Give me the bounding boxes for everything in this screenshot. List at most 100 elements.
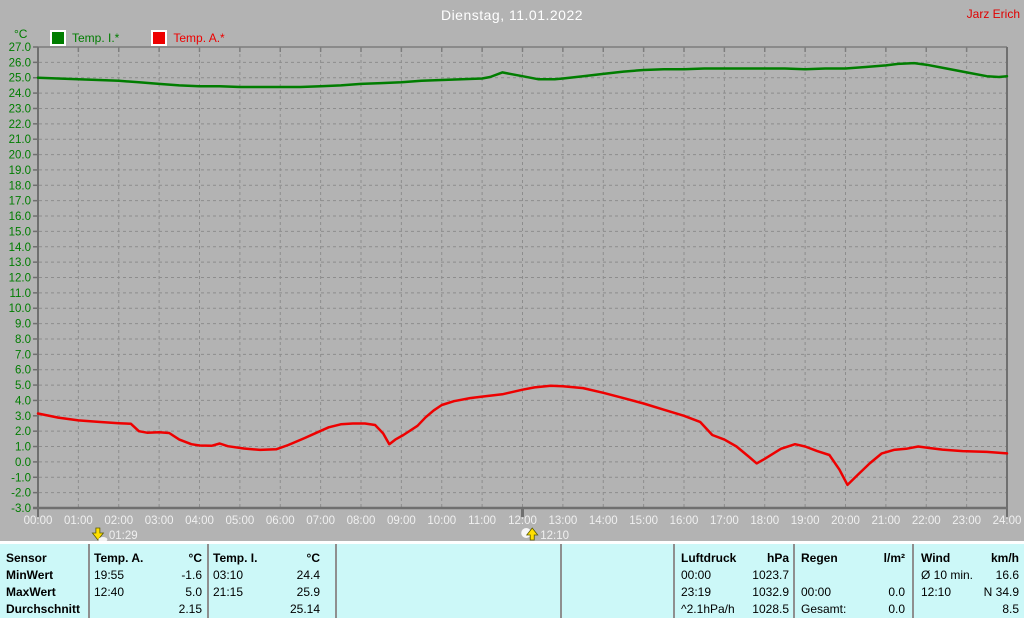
- x-axis-label: 21:00: [871, 515, 900, 527]
- stats-value-cell: 5.0: [185, 585, 202, 599]
- stats-value-cell: 1032.9: [752, 585, 789, 599]
- stats-group-header: Regen l/m²: [801, 550, 905, 567]
- x-axis-label: 00:00: [24, 515, 53, 527]
- stats-group-row: 8.5: [921, 601, 1019, 618]
- y-axis-label: 7.0: [15, 349, 31, 361]
- series-line-temp-a: [36, 384, 1009, 487]
- stats-value-cell: 16.6: [995, 568, 1019, 582]
- x-axis-label: 11:00: [468, 515, 496, 527]
- y-axis-label: 13.0: [9, 257, 31, 269]
- y-axis-label: 27.0: [9, 42, 31, 54]
- stats-group-row: Gesamt: 0.0: [801, 601, 905, 618]
- y-axis-label: 17.0: [9, 196, 31, 208]
- stats-group-header: [341, 550, 554, 567]
- stats-time-cell: 19:55: [94, 568, 125, 582]
- x-axis-label: 22:00: [912, 515, 941, 527]
- stats-group-unit: hPa: [766, 551, 789, 565]
- x-axis-label: 06:00: [266, 515, 295, 527]
- stats-group-name: Wind: [921, 551, 951, 565]
- stats-column-separator: [88, 544, 90, 618]
- x-axis-label: 24:00: [993, 515, 1022, 527]
- stats-group-row: [566, 567, 667, 584]
- y-axis-label: 0.0: [15, 457, 31, 469]
- stats-value-cell: 0.0: [888, 585, 905, 599]
- stats-group-row: 21:15 25.9: [213, 584, 320, 601]
- y-axis-label: 5.0: [15, 380, 31, 392]
- stats-time-cell: 12:10: [921, 585, 952, 599]
- stats-value-cell: 1028.5: [752, 602, 789, 616]
- stats-column-separator: [793, 544, 795, 618]
- stats-group-row: [566, 601, 667, 618]
- stats-group-row: 00:00 0.0: [801, 584, 905, 601]
- y-axis-label: -3.0: [11, 503, 31, 515]
- moon-event-time-label: 12:10: [540, 530, 569, 542]
- series-line-temp-i: [36, 61, 1009, 89]
- stats-group-unit: °C: [306, 551, 320, 565]
- stats-group-header: Temp. A. °C: [94, 550, 202, 567]
- legend-entry-temp-a: Temp. A.*: [151, 30, 225, 46]
- x-axis-label: 18:00: [750, 515, 779, 527]
- stats-group-row: 25.14: [213, 601, 320, 618]
- y-axis-label: 12.0: [9, 273, 31, 285]
- y-axis-label: 1.0: [15, 442, 31, 454]
- stats-group-row: [801, 567, 905, 584]
- y-axis-label: 4.0: [15, 395, 31, 407]
- stats-group-column-temp-a: Temp. A. °C 19:55 -1.6 12:40 5.0 2.15: [94, 544, 202, 618]
- y-axis-label: 20.0: [9, 150, 31, 162]
- y-axis-label: 21.0: [9, 134, 31, 146]
- stats-time-cell: 12:40: [94, 585, 125, 599]
- stats-group-name: Temp. A.: [94, 551, 144, 565]
- stats-row-label: Durchschnitt: [6, 602, 81, 616]
- x-axis-label: 17:00: [710, 515, 739, 527]
- stats-value-cell: 24.4: [296, 568, 320, 582]
- stats-group-row: 03:10 24.4: [213, 567, 320, 584]
- stats-group-unit: km/h: [990, 551, 1019, 565]
- moonset-moon-icon: [98, 537, 108, 542]
- x-axis-label: 09:00: [387, 515, 416, 527]
- x-axis-label: 04:00: [185, 515, 214, 527]
- stats-group-column-regen: Regen l/m² 00:00 0.0 Gesamt: 0.0: [801, 544, 905, 618]
- y-axis-label: 25.0: [9, 73, 31, 85]
- stats-group-header: Temp. I. °C: [213, 550, 320, 567]
- stats-group-row: 2.15: [94, 601, 202, 618]
- temp-i-swatch-icon: [50, 30, 66, 46]
- y-axis-label: -1.0: [11, 472, 31, 484]
- y-axis-label: 11.0: [9, 288, 31, 300]
- stats-value-cell: 0.0: [888, 602, 905, 616]
- stats-group-header: Wind km/h: [921, 550, 1019, 567]
- stats-group-row: [341, 567, 554, 584]
- x-axis-label: 13:00: [548, 515, 577, 527]
- stats-group-row: 23:19 1032.9: [681, 584, 789, 601]
- x-axis-label: 08:00: [347, 515, 376, 527]
- x-axis-label: 23:00: [952, 515, 981, 527]
- y-axis-unit-label: °C: [14, 27, 28, 41]
- stats-separator: [0, 541, 1024, 544]
- x-axis-label: 03:00: [145, 515, 174, 527]
- stats-group-unit: °C: [188, 551, 202, 565]
- stats-group-unit: l/m²: [883, 551, 905, 565]
- stats-group-name: Temp. I.: [213, 551, 258, 565]
- stats-group-row: 12:10 N 34.9: [921, 584, 1019, 601]
- stats-row-label: MinWert: [6, 568, 54, 582]
- page-title: Dienstag, 11.01.2022: [440, 7, 584, 23]
- y-axis-label: 18.0: [9, 180, 31, 192]
- y-axis-label: 2.0: [15, 426, 31, 438]
- watermark-author: Jarz Erich: [966, 7, 1020, 21]
- y-axis-label: 24.0: [9, 88, 31, 100]
- y-axis-label: 26.0: [9, 57, 31, 69]
- y-axis-label: 19.0: [9, 165, 31, 177]
- stats-value-cell: 8.5: [1002, 602, 1019, 616]
- x-axis-label: 07:00: [306, 515, 335, 527]
- stats-group-row: [566, 584, 667, 601]
- stats-value-cell: 25.14: [289, 602, 320, 616]
- stats-group-column-wind: Wind km/h Ø 10 min. 16.6 12:10 N 34.9 8.5: [921, 544, 1019, 618]
- stats-column-separator: [207, 544, 209, 618]
- stats-header-label: Sensor: [6, 551, 47, 565]
- legend-label-temp-i: Temp. I.*: [72, 31, 120, 45]
- stats-group-column-empty-2: [341, 544, 554, 618]
- stats-time-cell: 00:00: [681, 568, 712, 582]
- stats-value-cell: 1023.7: [752, 568, 789, 582]
- stats-group-row: [341, 601, 554, 618]
- stats-group-column-luftdruck: Luftdruck hPa 00:00 1023.7 23:19 1032.9 ^2.1hP…: [681, 544, 789, 618]
